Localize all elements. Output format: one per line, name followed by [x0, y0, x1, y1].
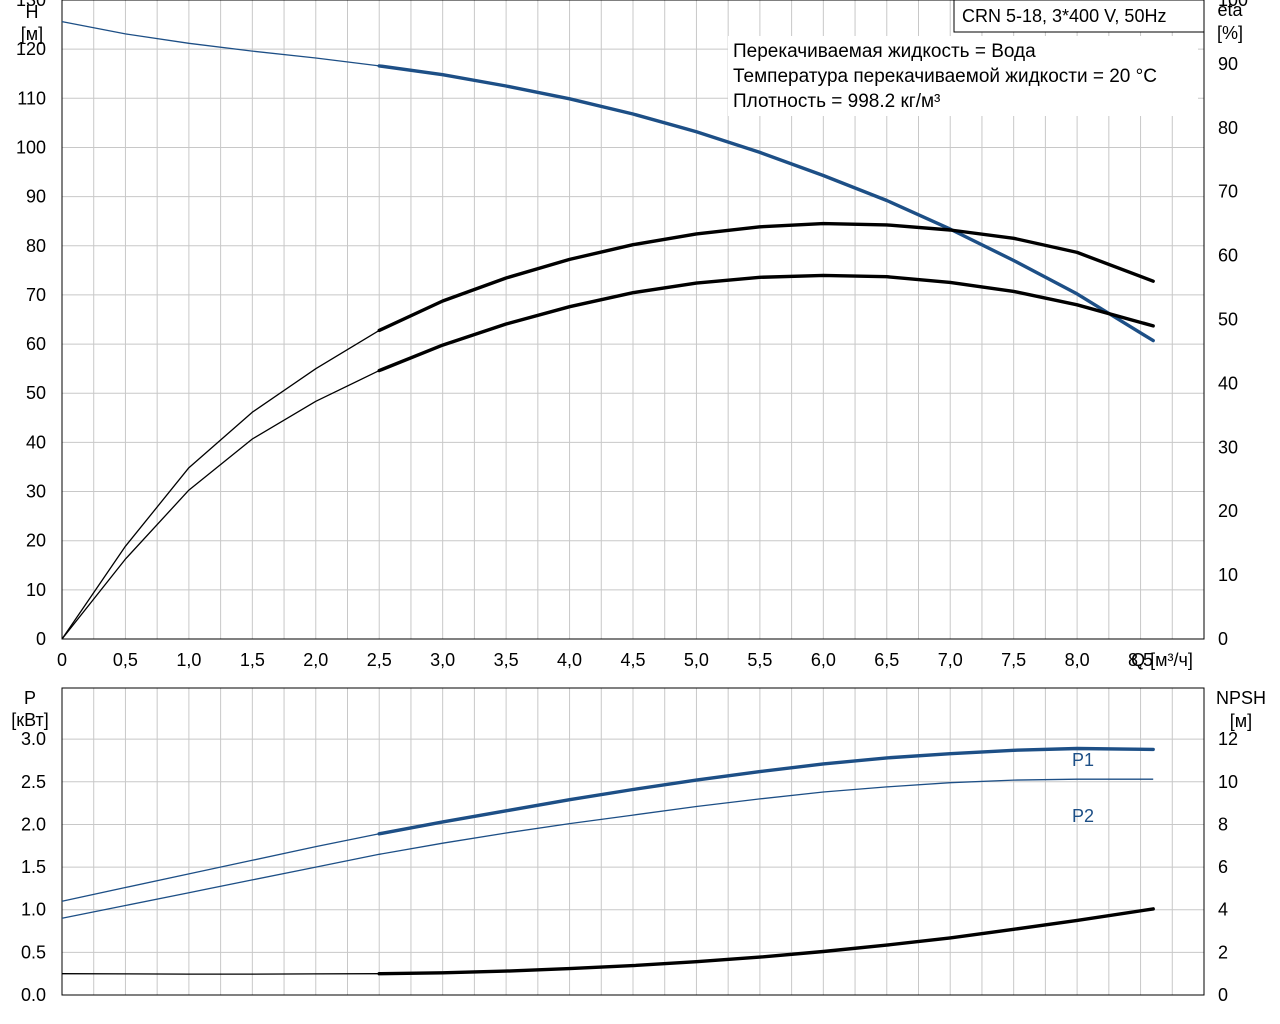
- x-tick-label: 5,0: [684, 650, 709, 670]
- top-right-axis-label-line2: [%]: [1217, 23, 1243, 43]
- top-right-tick-label: 60: [1218, 246, 1238, 266]
- top-left-tick-label: 30: [26, 482, 46, 502]
- bottom-right-tick-label: 4: [1218, 900, 1228, 920]
- bottom-series-0-line-thin: [61, 833, 380, 902]
- fluid-info-line1: Перекачиваемая жидкость = Вода: [733, 41, 1036, 62]
- bottom-left-tick-label: 0.5: [21, 942, 46, 962]
- top-plot-frame: [61, 0, 1205, 640]
- bottom-left-tick-label: 2.0: [21, 814, 46, 834]
- top-right-tick-label: 10: [1218, 565, 1238, 585]
- top-left-tick-label: 90: [26, 187, 46, 207]
- x-tick-label: 1,5: [240, 650, 265, 670]
- bottom-right-tick-label: 6: [1218, 857, 1228, 877]
- bottom-right-axis-label-line1: NPSH: [1216, 688, 1266, 708]
- bottom-right-tick-label: 0: [1218, 985, 1228, 1005]
- fluid-info-line2: Температура перекачиваемой жидкости = 20…: [733, 66, 1157, 87]
- x-tick-label: 8,0: [1065, 650, 1090, 670]
- x-tick-label: 5,5: [747, 650, 772, 670]
- bottom-left-tick-label: 3.0: [21, 729, 46, 749]
- top-left-tick-label: 40: [26, 432, 46, 452]
- top-right-tick-label: 80: [1218, 118, 1238, 138]
- top-series-0-line: [377, 64, 1155, 343]
- bottom-right-tick-label: 8: [1218, 814, 1228, 834]
- p1-series-label: P1: [1072, 750, 1094, 770]
- fluid-info: Перекачиваемая жидкость = Вода Температу…: [728, 36, 1198, 116]
- bottom-tick-labels: 0.0 0.5 1.0 1.5 2.0 2.5 3.0 0 2 4 6 8 10 12: [21, 729, 1238, 1005]
- top-right-tick-label: 100: [1218, 0, 1248, 10]
- bottom-left-tick-label: 1.5: [21, 857, 46, 877]
- head-efficiency-chart: 0 10 20 30 40 50 60 70 80 90 100 110 120 130 0 10 20 30 40…: [16, 0, 1248, 670]
- top-left-tick-label: 80: [26, 236, 46, 256]
- top-series-0-line-thin: [61, 20, 380, 67]
- x-tick-label: 7,0: [938, 650, 963, 670]
- bottom-series: [61, 746, 1155, 976]
- top-series: [61, 20, 1155, 640]
- bottom-left-tick-label: 2.5: [21, 772, 46, 792]
- fluid-info-line3: Плотность = 998.2 кг/м³: [733, 91, 940, 112]
- bottom-right-axis-label-line2: [м]: [1230, 711, 1252, 731]
- top-left-tick-label: 0: [36, 629, 46, 649]
- p2-series-label: P2: [1072, 806, 1094, 826]
- top-right-tick-label: 70: [1218, 182, 1238, 202]
- top-series-1-line-thin: [61, 329, 380, 640]
- top-right-tick-label: 20: [1218, 501, 1238, 521]
- x-axis-label: Q [м³/ч]: [1131, 650, 1193, 670]
- x-tick-label: 0: [57, 650, 67, 670]
- x-tick-label: 4,0: [557, 650, 582, 670]
- power-npsh-chart: 0.0 0.5 1.0 1.5 2.0 2.5 3.0 0 2 4 6 8 10 12 P [кВт] N…: [11, 687, 1266, 1005]
- legend-box-text: CRN 5-18, 3*400 V, 50Hz: [962, 6, 1166, 26]
- bottom-series-1-line-thin: [61, 778, 1154, 919]
- x-tick-label: 8,5: [1128, 650, 1153, 670]
- bottom-plot-frame: [61, 687, 1205, 996]
- x-tick-label: 7,5: [1001, 650, 1026, 670]
- x-tick-label: 1,0: [176, 650, 201, 670]
- top-left-axis-label-line2: [м]: [21, 24, 43, 44]
- top-series-2-line: [377, 273, 1155, 373]
- bottom-left-axis-label-line1: P: [24, 688, 36, 708]
- top-left-tick-label: 120: [16, 39, 46, 59]
- top-left-axis-label-line1: H: [26, 2, 39, 22]
- top-left-tick-label: 20: [26, 531, 46, 551]
- x-tick-label: 0,5: [113, 650, 138, 670]
- bottom-left-tick-label: 1.0: [21, 900, 46, 920]
- top-left-tick-label: 100: [16, 137, 46, 157]
- top-series-2-line-thin: [61, 370, 380, 640]
- top-right-axis-label-line1: eta: [1217, 0, 1243, 20]
- bottom-series-0-line: [377, 746, 1155, 836]
- top-left-tick-label: 60: [26, 334, 46, 354]
- bottom-left-tick-label: 0.0: [21, 985, 46, 1005]
- bottom-grid: [62, 688, 1204, 995]
- top-right-tick-label: 30: [1218, 437, 1238, 457]
- top-right-tick-label: 50: [1218, 310, 1238, 330]
- top-left-tick-label: 130: [16, 0, 46, 10]
- x-tick-label: 3,0: [430, 650, 455, 670]
- x-tick-label: 2,0: [303, 650, 328, 670]
- top-left-tick-label: 70: [26, 285, 46, 305]
- bottom-right-tick-label: 12: [1218, 729, 1238, 749]
- top-left-tick-label: 50: [26, 383, 46, 403]
- x-tick-label: 3,5: [494, 650, 519, 670]
- x-tick-label: 6,0: [811, 650, 836, 670]
- x-tick-label: 6,5: [874, 650, 899, 670]
- top-right-tick-label: 40: [1218, 373, 1238, 393]
- x-tick-label: 4,5: [620, 650, 645, 670]
- bottom-series-2-line: [377, 907, 1155, 976]
- bottom-left-axis-label-line2: [кВт]: [11, 710, 49, 730]
- bottom-right-tick-label: 10: [1218, 772, 1238, 792]
- legend-box: CRN 5-18, 3*400 V, 50Hz: [953, 0, 1205, 33]
- top-left-tick-label: 10: [26, 580, 46, 600]
- top-left-tick-label: 110: [17, 88, 46, 108]
- x-tick-label: 2,5: [367, 650, 392, 670]
- top-series-1-line: [377, 221, 1155, 333]
- top-tick-labels: 0 10 20 30 40 50 60 70 80 90 100 110 120 130 0 10 20 30 40…: [16, 0, 1248, 670]
- top-right-tick-label: 90: [1218, 54, 1238, 74]
- top-right-tick-label: 0: [1218, 629, 1228, 649]
- bottom-right-tick-label: 2: [1218, 942, 1228, 962]
